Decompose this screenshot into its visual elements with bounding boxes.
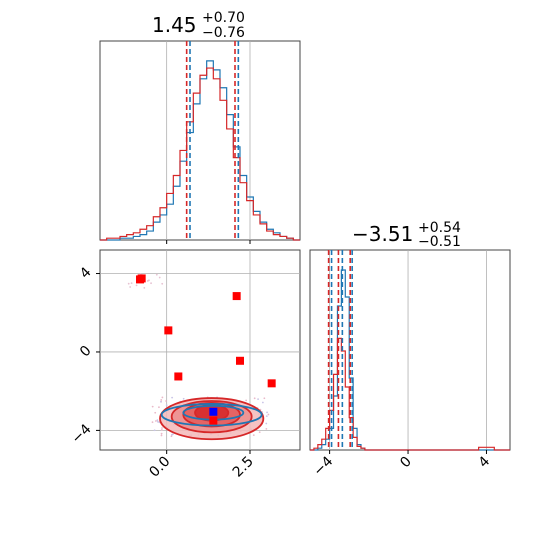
sample-dot [151, 405, 154, 408]
x-tick-label: −4 [311, 453, 337, 479]
sample-dot [253, 397, 256, 400]
sample-dot [160, 434, 163, 437]
sample-dot [245, 399, 248, 402]
sample-dot [257, 398, 259, 400]
sample-dot [139, 272, 142, 275]
y-tick-label: 4 [77, 264, 95, 282]
sample-dot [160, 400, 162, 403]
histogram-param-1-panel: 1.45 +0.70 −0.76 [99, 10, 301, 244]
histogram-red-step [100, 67, 300, 241]
sample-dot [160, 432, 163, 435]
red-marker [136, 275, 144, 284]
x-tick-label: 4 [476, 453, 494, 471]
sample-dot [127, 282, 130, 285]
histogram-red-step [310, 337, 510, 451]
title-lower-error: −0.51 [418, 234, 461, 250]
sample-dot [265, 415, 268, 418]
sample-dot [266, 411, 268, 414]
sample-dot [154, 411, 157, 414]
sample-dot [161, 282, 164, 285]
sample-dot [130, 282, 133, 284]
sample-dot [171, 433, 173, 436]
scatter-contour-panel: 0.0 2.5 4 0 −4 [69, 249, 301, 481]
sample-dot [165, 404, 168, 407]
sample-dot [263, 397, 266, 400]
sample-dot [161, 427, 163, 429]
x-tick-labels: 0.0 2.5 [146, 450, 257, 481]
x-tick-label: 0.0 [146, 454, 173, 481]
histogram-param-2-panel: −4 0 4 −3.51 +0.54 −0.51 [309, 220, 511, 479]
panel-frame [309, 249, 511, 451]
sample-dot [158, 276, 161, 279]
red-marker [236, 356, 244, 365]
sample-dot [158, 406, 160, 409]
title-median: −3.51 [352, 222, 413, 246]
x-tick-label: 2.5 [230, 454, 257, 481]
sample-dot [160, 399, 163, 401]
marker-points [136, 274, 276, 425]
title-median: 1.45 [152, 13, 197, 37]
sample-dot [265, 422, 268, 425]
sample-dot [153, 429, 156, 432]
sample-dot [170, 435, 173, 438]
sample-dot [129, 286, 132, 288]
sample-dot [151, 421, 154, 424]
sample-dot [265, 427, 268, 430]
sample-dot [161, 396, 164, 399]
sample-dot [160, 428, 163, 431]
blue-contour-level [160, 403, 263, 427]
title-lower-error: −0.76 [202, 25, 245, 41]
x-tick-label: 0 [397, 454, 415, 472]
panel-frame [99, 40, 301, 241]
y-tick-label: 0 [77, 343, 95, 361]
y-tick-labels: 4 0 −4 [69, 264, 100, 447]
sample-dot [135, 284, 138, 287]
blue-marker [209, 407, 218, 416]
title-upper-error: +0.70 [202, 10, 245, 26]
histogram-steps [310, 269, 510, 451]
red-marker [174, 372, 183, 381]
sample-dot [261, 401, 264, 404]
sample-dot [156, 420, 159, 423]
x-tick-labels: −4 0 4 [311, 450, 494, 479]
sample-dot [258, 431, 261, 434]
y-tick-label: −4 [69, 421, 95, 447]
sample-dot [252, 434, 255, 437]
sample-dot [165, 400, 167, 402]
sample-dot [156, 419, 159, 422]
red-marker [164, 326, 173, 335]
sample-dot [267, 413, 270, 416]
red-marker [209, 416, 218, 425]
quantile-lines [185, 41, 240, 240]
sample-dot [146, 280, 149, 282]
sample-dot [171, 396, 174, 399]
sample-dot [182, 397, 185, 400]
title-upper-error: +0.54 [418, 220, 461, 236]
quantile-lines [327, 250, 353, 450]
histogram-steps [100, 60, 300, 241]
red-marker [267, 379, 276, 388]
sample-dot [143, 286, 146, 289]
sample-dot [155, 273, 158, 276]
sample-dot [154, 420, 157, 422]
sample-dot [150, 282, 152, 285]
red-marker [232, 292, 241, 301]
